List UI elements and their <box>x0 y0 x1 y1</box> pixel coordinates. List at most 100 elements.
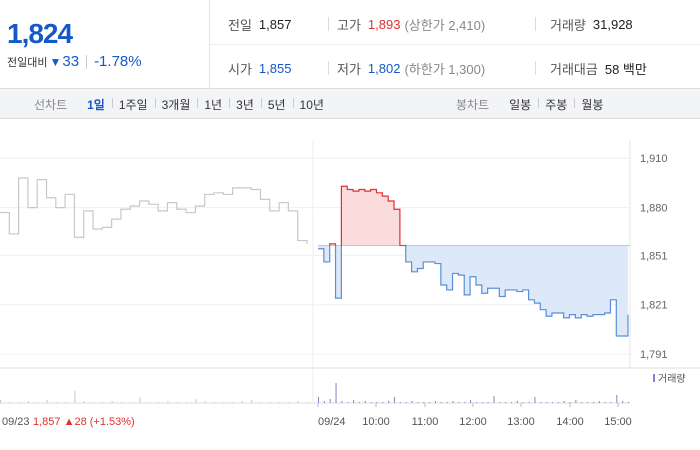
x-tick-label: 14:00 <box>556 416 584 428</box>
volume-bar <box>434 401 436 403</box>
volume-bar <box>323 401 325 403</box>
tab-line-2[interactable]: 3개월 <box>154 96 198 113</box>
change-line: 전일대비 ▼ 33 -1.78% <box>7 53 142 70</box>
x-tick-label: 15:00 <box>604 416 632 428</box>
volume-bar <box>318 397 319 403</box>
volume-bar <box>204 401 206 403</box>
x-tick-label: 13:00 <box>507 416 535 428</box>
tab-candle-0[interactable]: 일봉 <box>509 97 532 112</box>
volume-bar <box>186 402 188 403</box>
volume-bar <box>232 402 234 403</box>
y-tick-label: 1,851 <box>640 250 668 262</box>
prev-day-line <box>0 177 308 244</box>
volume-bar <box>528 402 530 403</box>
volume-bar <box>158 402 160 403</box>
tab-line-1[interactable]: 1주일 <box>111 96 155 113</box>
volume-bar <box>307 402 308 403</box>
today-line-down <box>318 245 629 337</box>
candle-chart-tabs: 봉차트 일봉 주봉 월봉 <box>456 89 610 119</box>
volume-bar <box>598 401 600 403</box>
volume-bar <box>288 402 290 403</box>
amount-value: 58 백만 <box>604 62 647 77</box>
volume-bar <box>329 399 331 403</box>
volume-bar <box>616 395 618 403</box>
tab-line-5[interactable]: 5년 <box>260 96 293 113</box>
volume-bar <box>9 402 11 403</box>
volume-bar <box>74 391 76 403</box>
volume-value: 31,928 <box>592 17 633 32</box>
change-label: 전일대비 <box>7 56 48 69</box>
low-label: 저가 <box>337 62 361 77</box>
volume-bar <box>516 401 518 403</box>
volume-bar <box>241 401 243 403</box>
volume-bar <box>423 402 425 403</box>
volume-bar <box>557 402 559 403</box>
amount-label: 거래대금 <box>550 62 598 77</box>
y-tick-label: 1,910 <box>640 153 668 165</box>
y-tick-label: 1,821 <box>640 300 668 312</box>
volume-bar <box>440 402 442 403</box>
volume-bar <box>130 402 132 403</box>
volume-bar <box>475 402 477 403</box>
low-price: 저가 1,802 (하한가 1,300) <box>337 59 485 78</box>
chart-svg[interactable]: 1,910 1,880 1,851 1,821 1,791 거래량 09/23 1,857 ▲… <box>0 120 700 450</box>
volume-bar <box>83 401 85 403</box>
divider <box>210 44 700 45</box>
high-price: 고가 1,893 (상한가 2,410) <box>337 15 485 34</box>
volume-bar <box>347 402 349 403</box>
volume: 거래량 31,928 <box>550 15 633 34</box>
prev-close-label: 전일 <box>228 18 252 33</box>
tab-line-6[interactable]: 10년 <box>292 96 331 113</box>
prev-close-value: 1,857 <box>258 17 292 32</box>
volume-bar <box>581 402 583 403</box>
volume-bar <box>429 402 431 403</box>
lower-limit: (하한가 1,300) <box>404 62 486 77</box>
volume-bar <box>587 402 589 403</box>
volume-bar <box>394 397 396 403</box>
volume-bar <box>511 402 513 403</box>
volume-bar <box>551 402 553 403</box>
volume-bar <box>353 400 355 403</box>
tab-candle-1[interactable]: 주봉 <box>538 96 574 113</box>
tab-line-3[interactable]: 1년 <box>197 96 229 113</box>
today-line-up <box>329 185 407 246</box>
volume-bar <box>223 402 225 403</box>
volume-bar <box>102 402 104 403</box>
volume-bar <box>382 402 384 403</box>
tab-line-0[interactable]: 1일 <box>87 97 105 112</box>
volume-bar <box>37 402 39 403</box>
candle-chart-label: 봉차트 <box>456 97 490 112</box>
x-tick-label: 09/23 <box>2 416 30 428</box>
volume-bar <box>452 401 454 403</box>
down-arrow-icon: ▼ <box>49 54 62 69</box>
price-box: 1,824 전일대비 ▼ 33 -1.78% <box>0 0 210 89</box>
line-chart-label: 선차트 <box>34 97 68 112</box>
volume-bar <box>534 397 536 403</box>
volume-bar <box>575 400 577 403</box>
y-tick-label: 1,791 <box>640 349 668 361</box>
intraday-chart[interactable]: 1,910 1,880 1,851 1,821 1,791 거래량 09/23 1,857 ▲… <box>0 120 700 450</box>
quote-summary: 1,824 전일대비 ▼ 33 -1.78% 전일 1,857 고가 1,893… <box>0 0 700 89</box>
tab-candle-2[interactable]: 월봉 <box>574 96 610 113</box>
volume-bar <box>622 401 624 403</box>
volume-bar <box>65 402 67 403</box>
volume-bar <box>569 402 571 403</box>
volume-bar <box>0 400 1 403</box>
volume-legend-swatch <box>653 374 655 382</box>
volume-bar <box>499 402 501 403</box>
divider <box>535 17 536 31</box>
tab-line-4[interactable]: 3년 <box>229 96 261 113</box>
volume-bar <box>446 402 448 403</box>
high-label: 고가 <box>337 18 361 33</box>
volume-bar <box>279 402 281 403</box>
low-value: 1,802 <box>367 61 401 76</box>
volume-bar <box>388 401 390 403</box>
volume-bar <box>540 402 542 403</box>
volume-bar <box>522 402 524 403</box>
volume-bar <box>481 402 483 403</box>
volume-bar <box>297 401 299 403</box>
volume-bar <box>358 402 360 403</box>
open-value: 1,855 <box>258 61 292 76</box>
volume-bar <box>213 402 215 403</box>
volume-bar <box>251 400 253 403</box>
